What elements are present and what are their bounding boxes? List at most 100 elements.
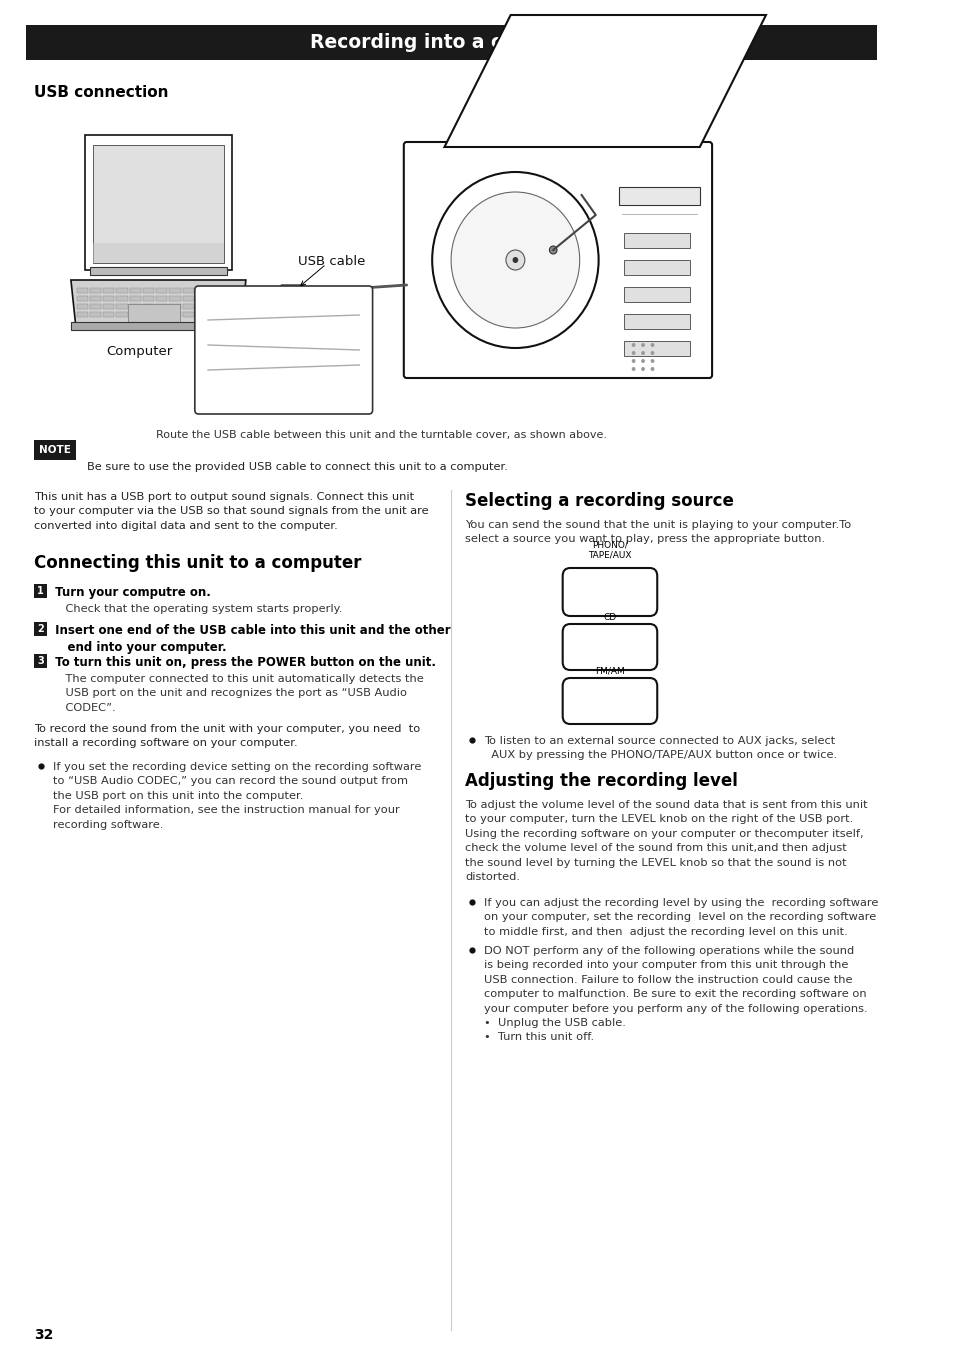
FancyBboxPatch shape: [280, 285, 303, 298]
Bar: [169, 304, 180, 309]
Bar: [182, 288, 193, 293]
Text: 2: 2: [37, 624, 44, 634]
Text: To record the sound from the unit with your computer, you need  to
install a rec: To record the sound from the unit with y…: [34, 724, 420, 748]
Polygon shape: [444, 15, 765, 147]
Bar: [34, 653, 48, 668]
Circle shape: [549, 246, 557, 254]
Text: Route the USB cable between this unit and the turntable cover, as shown above.: Route the USB cable between this unit an…: [156, 431, 606, 440]
Bar: [156, 304, 167, 309]
Circle shape: [650, 351, 654, 355]
Bar: [76, 304, 88, 309]
Bar: [222, 296, 233, 301]
Bar: [222, 304, 233, 309]
Bar: [130, 288, 141, 293]
Text: DO NOT perform any of the following operations while the sound
is being recorded: DO NOT perform any of the following oper…: [484, 946, 867, 1042]
Bar: [169, 296, 180, 301]
Bar: [623, 342, 690, 356]
Bar: [169, 288, 180, 293]
Bar: [90, 312, 101, 317]
Bar: [71, 323, 246, 329]
Bar: [116, 288, 128, 293]
Text: USB connection: USB connection: [34, 85, 169, 100]
Circle shape: [451, 192, 579, 328]
Bar: [116, 296, 128, 301]
Text: To listen to an external source connected to AUX jacks, select
  AUX by pressing: To listen to an external source connecte…: [484, 736, 837, 760]
Circle shape: [640, 351, 644, 355]
FancyBboxPatch shape: [562, 624, 657, 670]
Circle shape: [650, 343, 654, 347]
Text: Recording into a computer: Recording into a computer: [310, 32, 592, 51]
Bar: [222, 288, 233, 293]
FancyBboxPatch shape: [194, 286, 373, 414]
Circle shape: [631, 359, 635, 363]
Bar: [209, 312, 220, 317]
Bar: [116, 304, 128, 309]
Bar: [103, 296, 114, 301]
FancyBboxPatch shape: [562, 678, 657, 724]
Text: You can send the sound that the unit is playing to your computer.To
select a sou: You can send the sound that the unit is …: [465, 520, 851, 544]
Circle shape: [505, 250, 524, 270]
Bar: [143, 296, 154, 301]
Bar: [76, 296, 88, 301]
Bar: [294, 288, 300, 296]
Bar: [623, 315, 690, 329]
Text: If you can adjust the recording level by using the  recording software
on your c: If you can adjust the recording level by…: [484, 898, 878, 937]
FancyBboxPatch shape: [245, 359, 266, 371]
Circle shape: [650, 367, 654, 371]
Circle shape: [512, 256, 517, 263]
Text: 3: 3: [37, 656, 44, 666]
Bar: [195, 288, 207, 293]
Bar: [182, 304, 193, 309]
Text: Insert one end of the USB cable into this unit and the other
    end into your c: Insert one end of the USB cable into thi…: [51, 624, 450, 653]
Bar: [182, 296, 193, 301]
Circle shape: [640, 343, 644, 347]
Text: USB cable: USB cable: [297, 255, 365, 269]
FancyBboxPatch shape: [85, 135, 232, 270]
Bar: [156, 312, 167, 317]
Text: Check that the operating system starts properly.: Check that the operating system starts p…: [51, 603, 342, 614]
Bar: [76, 312, 88, 317]
Bar: [90, 296, 101, 301]
Bar: [34, 440, 75, 460]
Bar: [195, 304, 207, 309]
Circle shape: [631, 367, 635, 371]
Text: NOTE: NOTE: [39, 446, 71, 455]
Bar: [143, 288, 154, 293]
Bar: [90, 288, 101, 293]
Circle shape: [640, 367, 644, 371]
FancyBboxPatch shape: [403, 142, 711, 378]
Bar: [623, 288, 690, 302]
Bar: [195, 296, 207, 301]
FancyBboxPatch shape: [562, 568, 657, 616]
Bar: [283, 288, 291, 296]
Text: PHONO/
TAPE/AUX: PHONO/ TAPE/AUX: [588, 540, 631, 560]
Text: Turn your computre on.: Turn your computre on.: [51, 586, 211, 599]
Bar: [92, 243, 224, 263]
Polygon shape: [71, 279, 246, 325]
Text: The computer connected to this unit automatically detects the
    USB port on th: The computer connected to this unit auto…: [51, 674, 423, 713]
Text: Computer: Computer: [106, 346, 172, 358]
Bar: [143, 312, 154, 317]
Bar: [90, 304, 101, 309]
Text: 1: 1: [37, 586, 44, 595]
Bar: [182, 312, 193, 317]
Bar: [143, 304, 154, 309]
Text: If you set the recording device setting on the recording software
to “USB Audio : If you set the recording device setting …: [53, 761, 421, 830]
Bar: [195, 312, 207, 317]
Bar: [222, 312, 233, 317]
Bar: [156, 296, 167, 301]
Text: 32: 32: [34, 1328, 53, 1342]
Bar: [103, 312, 114, 317]
Bar: [130, 312, 141, 317]
Bar: [209, 288, 220, 293]
Text: Connecting this unit to a computer: Connecting this unit to a computer: [34, 554, 361, 572]
Text: This unit has a USB port to output sound signals. Connect this unit
to your comp: This unit has a USB port to output sound…: [34, 491, 428, 531]
Bar: [623, 234, 690, 248]
Bar: [34, 585, 48, 598]
Text: Adjusting the recording level: Adjusting the recording level: [465, 772, 738, 790]
Text: To adjust the volume level of the sound data that is sent from this unit
to your: To adjust the volume level of the sound …: [465, 801, 867, 882]
Text: CD: CD: [602, 613, 616, 622]
Bar: [128, 304, 179, 323]
Text: Selecting a recording source: Selecting a recording source: [465, 491, 734, 510]
Circle shape: [432, 171, 598, 348]
